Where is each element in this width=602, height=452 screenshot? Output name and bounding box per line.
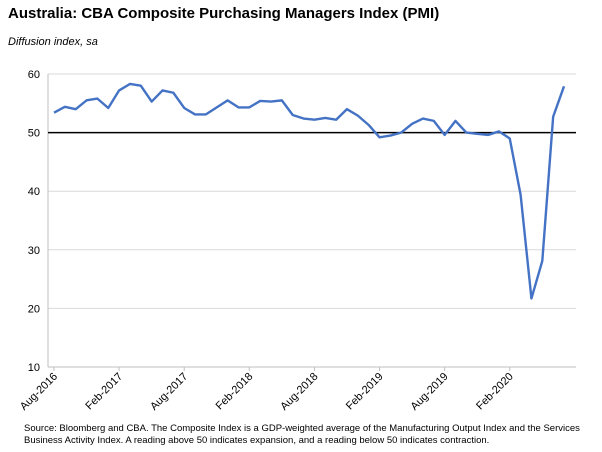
x-tick-label: Feb-2018 bbox=[214, 371, 256, 413]
x-tick-label: Aug-2018 bbox=[278, 371, 320, 413]
y-tick-label: 60 bbox=[28, 69, 40, 81]
chart-title: Australia: CBA Composite Purchasing Mana… bbox=[8, 5, 440, 22]
y-tick-label: 20 bbox=[28, 303, 40, 315]
x-tick-label: Aug-2017 bbox=[148, 371, 190, 413]
x-tick-label: Aug-2016 bbox=[18, 371, 60, 413]
x-tick-label: Feb-2017 bbox=[83, 371, 125, 413]
y-gridlines bbox=[48, 73, 576, 309]
x-tick-label: Feb-2020 bbox=[474, 371, 516, 413]
y-tick-label: 30 bbox=[28, 245, 40, 257]
source-note: Source: Bloomberg and CBA. The Composite… bbox=[24, 423, 580, 446]
y-tick-label: 10 bbox=[28, 362, 40, 374]
x-tick-label: Feb-2019 bbox=[344, 371, 386, 413]
x-tick-labels: Aug-2016 Feb-2017 Aug-2017 Feb-2018 Aug-2018… bbox=[18, 367, 516, 413]
y-tick-label: 50 bbox=[28, 128, 40, 140]
chart-subtitle: Diffusion index, sa bbox=[8, 36, 98, 48]
y-tick-label: 40 bbox=[28, 186, 40, 198]
y-tick-labels: 10 20 30 40 50 60 bbox=[28, 69, 40, 374]
x-tick-label: Aug-2019 bbox=[409, 371, 451, 413]
series-line-pmi bbox=[53, 82, 566, 300]
